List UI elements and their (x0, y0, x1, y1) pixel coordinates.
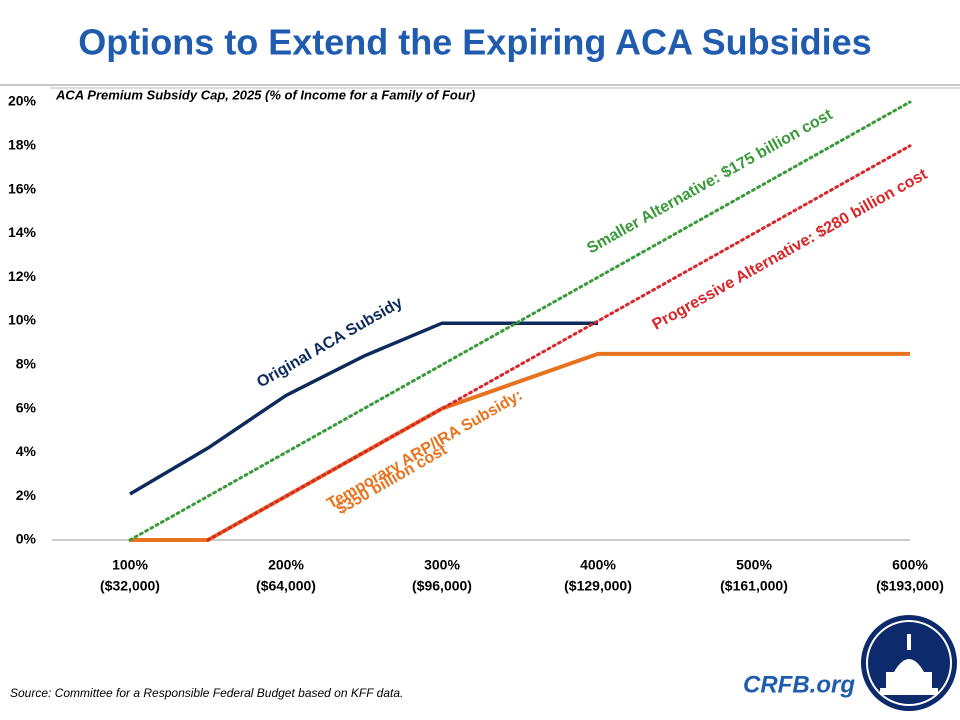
series-line (130, 351, 910, 542)
x-tick-income: ($193,000) (876, 578, 944, 594)
series-line (206, 144, 912, 542)
y-tick-label: 16% (8, 180, 37, 196)
y-tick-label: 14% (8, 224, 37, 240)
y-tick-label: 6% (16, 399, 37, 415)
series-line (129, 321, 598, 496)
x-tick-label: 200% (268, 557, 304, 573)
brand: CRFB.org (743, 671, 855, 698)
x-tick-label: 300% (424, 557, 460, 573)
x-tick-income: ($64,000) (256, 578, 316, 594)
x-tick-income: ($32,000) (100, 578, 160, 594)
x-tick-income: ($161,000) (720, 578, 788, 594)
logo (861, 615, 957, 711)
x-tick-label: 500% (736, 557, 772, 573)
x-tick-label: 100% (112, 557, 148, 573)
chart-title: Options to Extend the Expiring ACA Subsi… (78, 22, 871, 63)
source-note: Source: Committee for a Responsible Fede… (10, 686, 403, 700)
y-tick-label: 10% (8, 312, 37, 328)
y-tick-label: 8% (16, 356, 37, 372)
y-tick-label: 20% (8, 93, 37, 109)
series-line (128, 100, 912, 542)
series-label: Original ACA Subsidy (254, 294, 406, 391)
y-tick-label: 12% (8, 268, 37, 284)
x-tick-label: 600% (892, 557, 928, 573)
chart-subtitle: ACA Premium Subsidy Cap, 2025 (% of Inco… (55, 87, 475, 102)
x-tick-income: ($96,000) (412, 578, 472, 594)
x-tick-label: 400% (580, 557, 616, 573)
y-tick-label: 2% (16, 487, 37, 503)
y-tick-label: 4% (16, 443, 37, 459)
x-tick-income: ($129,000) (564, 578, 632, 594)
annotation: $350 billion cost (334, 441, 451, 518)
y-tick-label: 18% (8, 137, 37, 153)
y-tick-label: 0% (16, 531, 37, 547)
